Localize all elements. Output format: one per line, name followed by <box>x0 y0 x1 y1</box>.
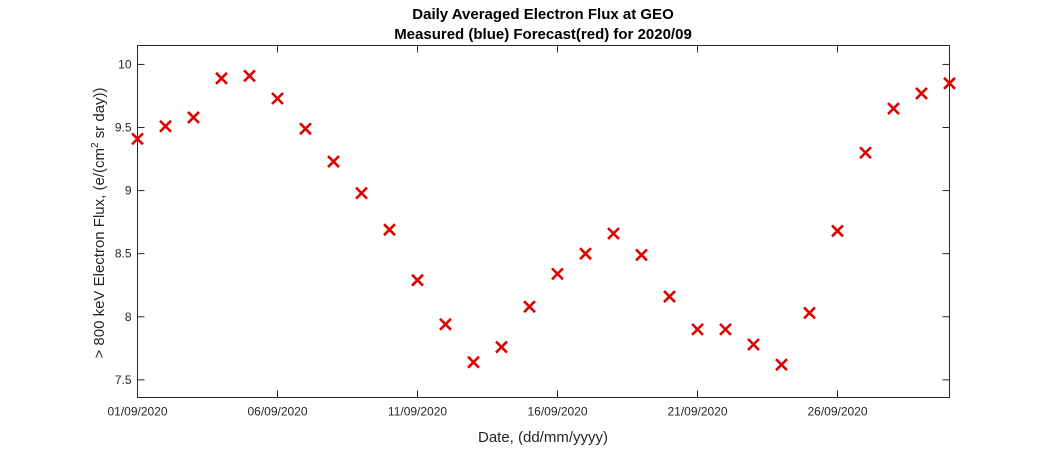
chart-title: Daily Averaged Electron Flux at GEO <box>412 6 674 23</box>
data-point <box>607 227 620 240</box>
data-point <box>551 267 564 281</box>
data-point <box>187 110 200 124</box>
y-axis-label-suffix: sr day)) <box>91 87 108 142</box>
data-point <box>467 355 480 369</box>
data-point <box>775 358 788 372</box>
data-point <box>355 186 368 200</box>
y-axis-label-superscript: 2 <box>90 142 101 148</box>
x-tick-label: 16/09/2020 <box>527 405 587 419</box>
data-point <box>831 224 844 238</box>
data-point <box>579 247 592 261</box>
y-axis-label: > 800 keV Electron Flux, (e/(cm2 sr day)… <box>90 87 108 358</box>
y-tick-label: 10 <box>118 57 132 71</box>
x-axis-label: Date, (dd/mm/yyyy) <box>478 429 608 446</box>
data-point <box>243 69 256 83</box>
data-point <box>439 317 452 331</box>
data-point <box>887 102 900 116</box>
data-point <box>327 155 340 168</box>
y-tick-label: 9.5 <box>115 121 132 135</box>
data-point <box>131 132 144 146</box>
y-tick-label: 8.5 <box>115 247 132 261</box>
y-axis-label-main: > 800 keV Electron Flux, (e/(cm <box>91 148 108 359</box>
data-point <box>635 248 648 262</box>
data-point <box>859 146 872 160</box>
axis-ticks <box>137 45 950 398</box>
data-point <box>523 300 536 314</box>
y-tick-label: 8 <box>125 310 132 324</box>
data-point <box>495 340 508 354</box>
x-tick-label: 21/09/2020 <box>667 405 727 419</box>
data-point <box>719 322 732 336</box>
x-tick-label: 26/09/2020 <box>807 405 867 419</box>
data-point <box>215 71 228 85</box>
data-point <box>663 290 676 303</box>
data-point <box>803 306 816 320</box>
x-tick-label: 01/09/2020 <box>107 405 167 419</box>
data-point <box>411 273 424 287</box>
data-point <box>383 223 396 237</box>
y-tick-label: 9 <box>125 184 132 198</box>
x-tick-label: 06/09/2020 <box>247 405 307 419</box>
plot-area-box <box>137 45 950 398</box>
data-point <box>747 338 760 351</box>
data-point <box>299 122 312 136</box>
chart-subtitle: Measured (blue) Forecast(red) for 2020/0… <box>394 26 692 43</box>
data-point <box>943 76 956 90</box>
data-point <box>159 119 172 133</box>
data-point <box>691 322 704 336</box>
y-tick-label: 7.5 <box>115 373 132 387</box>
x-tick-label: 11/09/2020 <box>388 405 447 419</box>
data-point <box>915 87 928 100</box>
data-point <box>271 92 284 105</box>
data-markers <box>131 69 956 372</box>
axis-tick-labels: 01/09/2020 06/09/2020 11/09/2020 16/09/2020… <box>107 57 867 418</box>
